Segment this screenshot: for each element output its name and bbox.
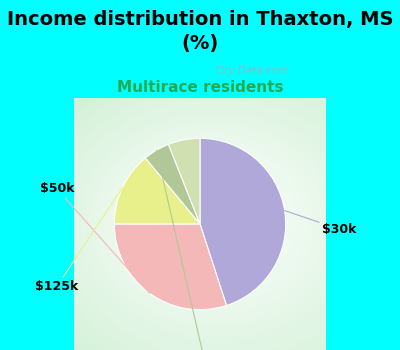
Text: $50k: $50k [40,182,150,293]
Text: $125k: $125k [35,188,122,293]
Text: Multirace residents: Multirace residents [117,80,283,96]
Text: Income distribution in Thaxton, MS
(%): Income distribution in Thaxton, MS (%) [7,10,393,53]
Text: $30k: $30k [285,211,356,236]
Text: $150k: $150k [156,150,227,350]
Text: City-Data.com: City-Data.com [214,66,289,76]
Wedge shape [114,158,200,224]
Wedge shape [168,138,200,224]
Wedge shape [145,144,200,224]
Wedge shape [200,138,286,306]
Wedge shape [114,224,226,310]
